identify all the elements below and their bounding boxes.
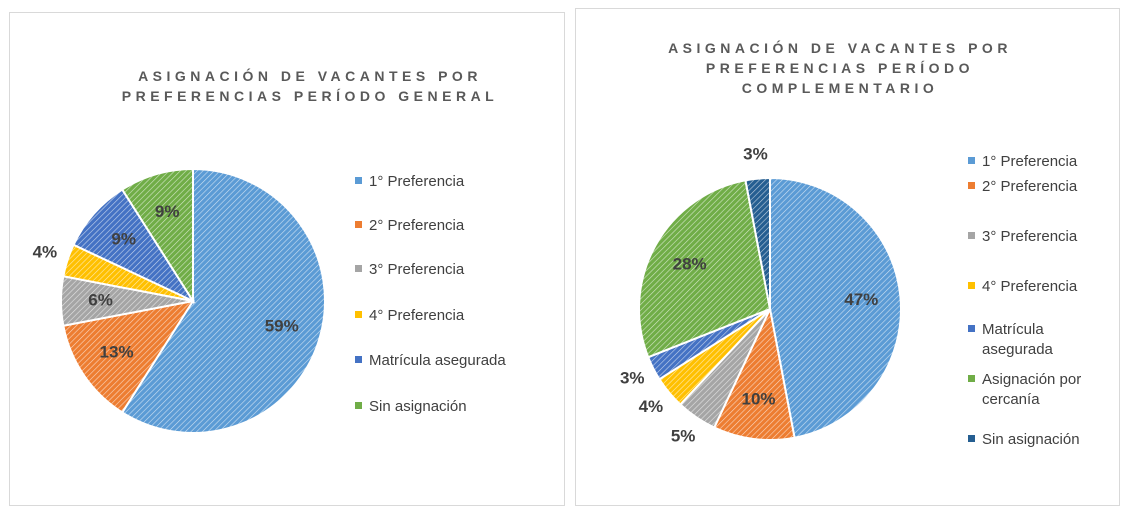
legend-label: Sin asignación	[369, 398, 467, 415]
legend-label: 2° Preferencia	[982, 178, 1078, 195]
legend-item: Asignación por cercanía	[968, 370, 1103, 410]
legend-label: 1° Preferencia	[982, 153, 1078, 170]
legend-swatch	[355, 177, 362, 184]
legend-swatch	[968, 182, 975, 189]
legend-label: Matrícula asegurada	[982, 321, 1053, 358]
legend-swatch	[968, 375, 975, 382]
legend-item: 1° Preferencia	[355, 172, 555, 192]
pie-slice	[120, 167, 326, 434]
data-label: 4%	[639, 397, 664, 416]
data-label: 9%	[111, 229, 136, 248]
data-label: 5%	[671, 426, 696, 445]
pie-slice	[769, 176, 902, 439]
data-label: 3%	[620, 369, 645, 388]
chart-title: ASIGNACIÓN DE VACANTES POR PREFERENCIAS …	[121, 68, 499, 104]
pie-slice	[712, 305, 796, 441]
data-label: 28%	[673, 254, 707, 273]
legend-swatch	[355, 221, 362, 228]
legend-swatch	[355, 402, 362, 409]
data-label: 4%	[33, 242, 58, 261]
legend-item: Matrícula asegurada	[355, 351, 555, 371]
pie-slice	[744, 176, 771, 310]
legend-swatch	[968, 435, 975, 442]
data-label: 10%	[741, 389, 775, 408]
legend-label: 3° Preferencia	[982, 228, 1078, 245]
legend-item: Sin asignación	[968, 430, 1103, 450]
legend-label: 4° Preferencia	[369, 307, 465, 324]
data-label: 59%	[265, 316, 299, 335]
legend-swatch	[355, 311, 362, 318]
data-label: 47%	[844, 290, 878, 309]
data-label: 13%	[100, 342, 134, 361]
legend-label: Matrícula asegurada	[369, 352, 506, 369]
pie-slice	[120, 167, 194, 305]
legend-swatch	[968, 232, 975, 239]
chart-title: ASIGNACIÓN DE VACANTES POR PREFERENCIAS …	[668, 40, 1012, 96]
legend-label: Sin asignación	[982, 431, 1080, 448]
data-label: 9%	[155, 202, 180, 221]
pie-slice	[62, 299, 196, 414]
legend-item: 3° Preferencia	[355, 260, 555, 280]
legend-item: 3° Preferencia	[968, 227, 1103, 247]
legend-swatch	[968, 282, 975, 289]
legend-item: 4° Preferencia	[968, 277, 1103, 297]
legend-item: 2° Preferencia	[355, 216, 555, 236]
data-label: 3%	[743, 145, 768, 164]
legend-swatch	[355, 356, 362, 363]
legend-item: Matrícula asegurada	[968, 320, 1103, 360]
legend-label: 1° Preferencia	[369, 173, 465, 190]
legend-item: 1° Preferencia	[968, 152, 1103, 172]
data-label: 6%	[88, 290, 113, 309]
legend-label: 4° Preferencia	[982, 278, 1078, 295]
legend-swatch	[968, 157, 975, 164]
legend-swatch	[355, 265, 362, 272]
pie-slice	[638, 179, 772, 359]
legend-label: 2° Preferencia	[369, 217, 465, 234]
legend-label: Asignación por cercanía	[982, 371, 1082, 408]
legend-item: 2° Preferencia	[968, 177, 1103, 197]
legend-item: Sin asignación	[355, 397, 555, 417]
legend-swatch	[968, 325, 975, 332]
legend-item: 4° Preferencia	[355, 306, 555, 326]
legend-label: 3° Preferencia	[369, 261, 465, 278]
